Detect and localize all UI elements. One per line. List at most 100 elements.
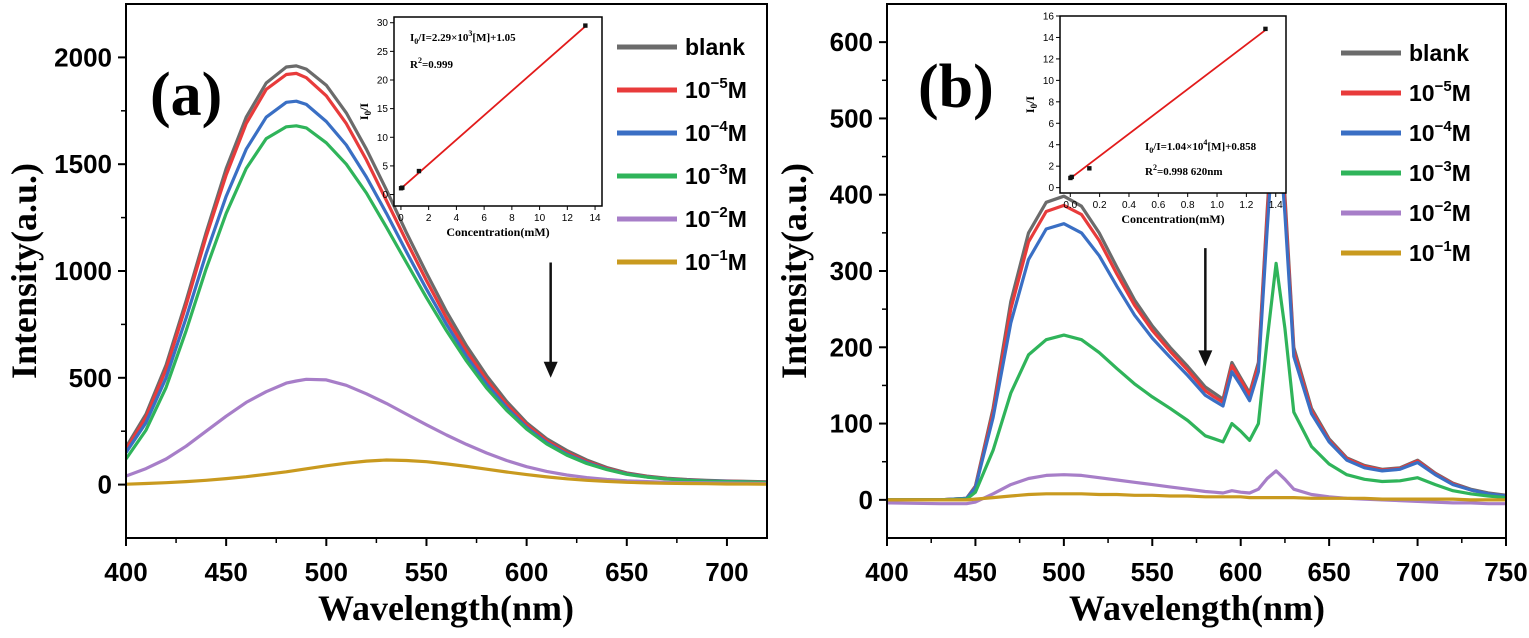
- x-tick-label: 550: [405, 557, 448, 587]
- inset-x-tick-label: 1.0: [1210, 200, 1224, 211]
- panel-label: (b): [918, 53, 994, 121]
- inset-x-tick-label: 14: [590, 213, 602, 224]
- legend-label-1e-4: 10−4M: [1409, 118, 1471, 146]
- legend-label-blank: blank: [685, 34, 745, 60]
- y-tick-label: 400: [830, 180, 873, 210]
- y-tick-label: 1500: [54, 149, 112, 179]
- inset-y-tick-label: 6: [1048, 119, 1054, 130]
- inset-chart: 0.0 0.2 0.4 0.6 0.8 1.0 1.2 1.4 0 2 4 6 8 10 12 14 16 I0/…: [1023, 12, 1287, 226]
- inset-y-tick-label: 8: [1048, 97, 1054, 108]
- series-line-1e-3: [887, 261, 1506, 502]
- legend-label-1e-1: 10−1M: [685, 247, 747, 275]
- x-tick-label: 400: [104, 557, 147, 587]
- inset-y-tick-label: 2: [1048, 162, 1054, 173]
- series-line-1e-3: [126, 124, 767, 485]
- x-tick-label: 500: [1042, 557, 1085, 587]
- x-tick-label: 650: [1307, 557, 1350, 587]
- x-tick-label: 600: [505, 557, 548, 587]
- x-tick-label: 650: [605, 557, 648, 587]
- inset-data-point: [1263, 26, 1268, 32]
- y-tick-label: 0: [859, 485, 873, 515]
- x-tick-label: 450: [204, 557, 247, 587]
- x-axis-title: Wavelength(nm): [1069, 588, 1325, 628]
- inset-r-squared: R2=0.998 620nm: [1145, 163, 1223, 178]
- inset-y-tick-label: 16: [1043, 12, 1055, 23]
- inset-y-tick-label: 15: [377, 104, 389, 115]
- inset-equation: I0/I=2.29×103[M]+1.05: [410, 29, 516, 46]
- inset-data-point: [1069, 174, 1074, 180]
- inset-x-tick-label: 1.4: [1269, 200, 1283, 211]
- y-tick-label: 500: [69, 363, 112, 393]
- inset-fit-line: [400, 25, 586, 190]
- legend-label-1e-2: 10−2M: [1409, 198, 1471, 226]
- legend-label-blank: blank: [1409, 40, 1469, 66]
- y-tick-label: 2000: [54, 42, 112, 72]
- x-tick-label: 700: [1396, 557, 1439, 587]
- inset-y-tick-label: 4: [1048, 140, 1054, 151]
- arrow-head: [1198, 350, 1213, 367]
- inset-x-tick-label: 0.4: [1122, 200, 1136, 211]
- y-tick-label: 100: [830, 409, 873, 439]
- x-tick-label: 400: [865, 557, 908, 587]
- inset-r-squared: R2=0.999: [410, 56, 453, 71]
- inset-x-tick-label: 0.8: [1181, 200, 1195, 211]
- panel-a: 400 450 500 550 600 650 7000500100015002000Wav…: [4, 3, 768, 628]
- legend: blank 10−5M 10−4M 10−3M 10−2M 10−1M: [617, 34, 747, 275]
- inset-chart: 0 2 4 6 8 10 12 14 0 5 10 15 20 25 30 I0/I=2.29×103[M]+…: [357, 16, 603, 239]
- inset-y-tick-label: 0: [1048, 183, 1054, 194]
- inset-x-tick-label: 0: [398, 213, 404, 224]
- inset-fit-line: [1069, 29, 1266, 180]
- series-line-1e-4: [887, 95, 1506, 502]
- inset-data-point: [400, 185, 405, 190]
- x-tick-label: 750: [1484, 557, 1527, 587]
- legend: blank 10−5M 10−4M 10−3M 10−2M 10−1M: [1341, 40, 1471, 266]
- y-tick-label: 500: [830, 103, 873, 133]
- inset-x-tick-label: 12: [562, 213, 574, 224]
- series-line-1e-2: [126, 377, 767, 486]
- x-tick-label: 600: [1219, 557, 1262, 587]
- y-tick-label: 300: [830, 256, 873, 286]
- inset-x-axis-title: Concentration(mM): [1121, 212, 1224, 226]
- inset-x-tick-label: 2: [426, 213, 432, 224]
- arrow-head: [543, 361, 558, 378]
- series-line-1e-1: [126, 458, 767, 486]
- inset-data-point: [416, 168, 422, 174]
- inset-x-tick-label: 0.6: [1151, 200, 1165, 211]
- legend-label-1e-4: 10−4M: [685, 118, 747, 146]
- y-tick-label: 0: [98, 470, 112, 500]
- inset-x-tick-label: 1.2: [1239, 200, 1253, 211]
- inset-y-tick-label: 0: [382, 190, 388, 201]
- y-tick-label: 1000: [54, 256, 112, 286]
- series-line-1e-1: [887, 492, 1506, 502]
- inset-y-tick-label: 14: [1043, 33, 1055, 44]
- legend-label-1e-3: 10−3M: [1409, 158, 1471, 186]
- inset-x-tick-label: 6: [481, 213, 487, 224]
- legend-label-1e-3: 10−3M: [685, 161, 747, 189]
- inset-y-axis-title: I0/I: [357, 103, 373, 121]
- inset-data-point: [1087, 166, 1092, 171]
- y-axis-title: Intensity(a.u.): [774, 163, 814, 379]
- legend-label-1e-5: 10−5M: [685, 75, 747, 103]
- series-group: [887, 67, 1506, 506]
- inset-y-tick-label: 20: [377, 76, 389, 87]
- panel-label: (a): [150, 61, 222, 129]
- inset-y-tick-label: 5: [382, 161, 388, 172]
- inset-frame: [1059, 15, 1287, 194]
- inset-y-tick-label: 12: [1043, 54, 1055, 65]
- inset-x-tick-label: 0.0: [1063, 200, 1077, 211]
- inset-frame: [393, 16, 603, 207]
- inset-x-tick-label: 10: [534, 213, 546, 224]
- inset-x-tick-label: 8: [509, 213, 515, 224]
- panel-b: 400 450 500 550 600 650 700 7500100200300400500…: [774, 3, 1528, 628]
- series-group: [126, 64, 767, 486]
- inset-x-tick-label: 4: [454, 213, 460, 224]
- legend-label-1e-5: 10−5M: [1409, 78, 1471, 106]
- inset-y-tick-label: 30: [377, 18, 389, 29]
- y-tick-label: 200: [830, 332, 873, 362]
- x-tick-label: 550: [1131, 557, 1174, 587]
- inset-y-tick-label: 10: [377, 133, 389, 144]
- inset-y-tick-label: 25: [377, 47, 389, 58]
- inset-data-point: [583, 23, 588, 28]
- x-tick-label: 500: [305, 557, 348, 587]
